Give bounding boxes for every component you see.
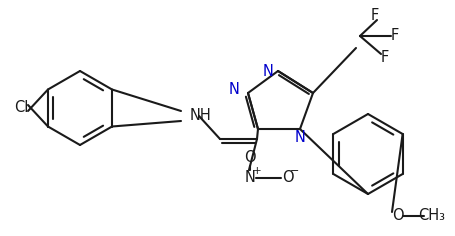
Text: N: N [245,170,255,185]
Text: O: O [392,208,404,223]
Text: O: O [244,151,256,165]
Text: Cl: Cl [14,101,28,115]
Text: N: N [294,130,305,144]
Text: +: + [253,166,261,176]
Text: −: − [290,166,300,176]
Text: F: F [371,8,379,24]
Text: CH₃: CH₃ [419,208,445,223]
Text: F: F [391,29,399,43]
Text: F: F [381,51,389,66]
Text: O: O [282,170,294,185]
Text: N: N [263,63,273,79]
Text: N: N [228,81,239,97]
Text: NH: NH [190,109,212,123]
